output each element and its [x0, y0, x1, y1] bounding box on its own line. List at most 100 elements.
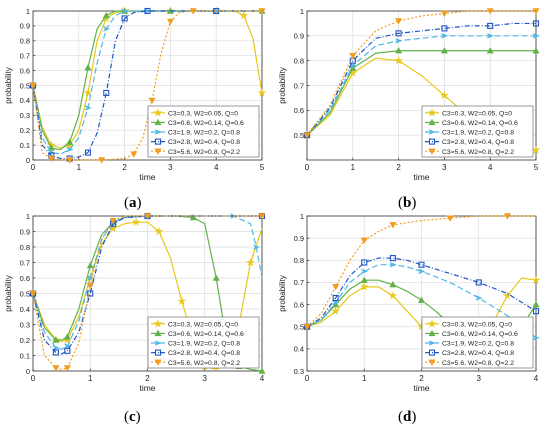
data-point [531, 275, 541, 284]
x-tick-label: 4 [214, 163, 219, 172]
data-point [108, 223, 118, 233]
data-point [418, 261, 425, 268]
legend-marker [154, 359, 162, 366]
data-point [446, 215, 454, 222]
data-point [532, 308, 540, 315]
x-tick-label: 2 [396, 163, 401, 172]
y-tick-label: 0.6 [20, 274, 30, 283]
data-point [258, 213, 266, 220]
x-tick-label: 3 [168, 163, 173, 172]
data-point [63, 333, 71, 340]
data-point [103, 26, 111, 32]
legend-entry: C3=0.3, W2=0.05, Q=0 [442, 321, 512, 328]
x-axis-label: time [413, 383, 429, 393]
series-line-3 [32, 10, 262, 155]
data-point [361, 268, 369, 275]
y-axis-label: probability [278, 275, 287, 311]
legend-marker [428, 329, 436, 337]
x-tick-label: 2 [122, 163, 127, 172]
data-point [98, 157, 106, 164]
legend-box [147, 105, 260, 158]
y-tick-label: 0.3 [20, 320, 30, 329]
y-tick-label: 1 [26, 212, 30, 221]
data-point [84, 105, 92, 111]
panel-label-b: (b) [398, 195, 417, 211]
data-point [258, 8, 266, 15]
x-tick-label: 1 [88, 374, 93, 383]
data-point [102, 11, 110, 19]
legend-marker [153, 108, 163, 117]
panel-label-c: (c) [124, 409, 141, 425]
data-point [84, 149, 92, 156]
chart-panel-4: 0 1 2 3 4 0.3 0.4 0.5 0.6 0.7 0.8 0.9 1 time probabili… [278, 212, 541, 393]
y-tick-label: 0.9 [294, 32, 304, 41]
y-tick-label: 1 [300, 212, 304, 221]
legend-marker [154, 118, 162, 126]
x-tick-label: 0 [305, 374, 310, 383]
data-point [144, 7, 151, 15]
x-tick-label: 2 [419, 374, 424, 383]
data-point [395, 30, 402, 37]
y-tick-label: 0.5 [20, 289, 30, 298]
data-point [66, 138, 74, 145]
legend-marker [428, 359, 436, 366]
x-tick-label: 1 [362, 374, 367, 383]
y-tick-label: 0.3 [294, 367, 304, 376]
legend-entry: C3=5.6, W2=0.8, Q=2.2 [442, 149, 514, 156]
data-point [361, 259, 368, 266]
panel-label-a: (a) [124, 195, 142, 211]
y-tick-label: 0.6 [294, 300, 304, 309]
y-tick-label: 0.9 [20, 22, 30, 31]
data-point [148, 97, 156, 105]
data-point [532, 300, 540, 308]
data-point [177, 296, 187, 305]
y-tick-label: 0.2 [20, 126, 30, 135]
data-point [440, 90, 449, 100]
legend-entry: C3=0.3, W2=0.05, Q=0 [442, 110, 512, 117]
data-point [189, 213, 197, 221]
y-tick-label: 0.7 [294, 278, 304, 287]
x-tick-label: 3 [442, 163, 447, 172]
legend-box [147, 316, 260, 369]
legend-box [421, 316, 534, 369]
y-tick-label: 0 [26, 367, 30, 376]
data-point [532, 33, 540, 39]
legend-marker [154, 329, 162, 337]
y-tick-label: 0.4 [294, 345, 304, 354]
y-tick-label: 0.2 [20, 336, 30, 345]
data-point [388, 291, 398, 300]
data-point [359, 282, 369, 291]
y-tick-label: 0.6 [20, 66, 30, 75]
data-point [503, 213, 511, 220]
data-point [166, 18, 174, 26]
legend-entry: C3=0.6, W2=0.14, Q=0.6 [168, 120, 244, 127]
data-point [475, 295, 483, 301]
y-axis-label: probability [4, 275, 13, 311]
legend-marker [154, 349, 162, 356]
data-point [63, 365, 71, 372]
legend-entry: C3=0.6, W2=0.14, Q=0.6 [168, 331, 244, 338]
data-point [303, 324, 311, 331]
y-tick-label: 0.7 [20, 258, 30, 267]
data-point [332, 294, 339, 301]
data-point [83, 88, 93, 97]
data-point [86, 261, 94, 269]
data-point [532, 47, 540, 54]
data-point [331, 306, 340, 315]
data-point [64, 347, 71, 354]
series-line-4 [306, 257, 537, 328]
data-point [257, 88, 267, 97]
data-point [47, 155, 55, 163]
data-point [486, 8, 494, 15]
x-tick-label: 3 [203, 374, 208, 383]
data-point [84, 64, 92, 71]
legend-entry: C3=0.3, W2=0.05, Q=0 [168, 110, 238, 117]
data-point [440, 10, 448, 18]
y-tick-label: 0.9 [294, 234, 304, 243]
y-axis-label: probability [278, 67, 287, 103]
legend-entry: C3=2.8, W2=0.4, Q=0.8 [168, 350, 240, 357]
data-point [303, 132, 311, 139]
data-point [395, 47, 403, 54]
y-tick-label: 0.6 [294, 106, 304, 115]
